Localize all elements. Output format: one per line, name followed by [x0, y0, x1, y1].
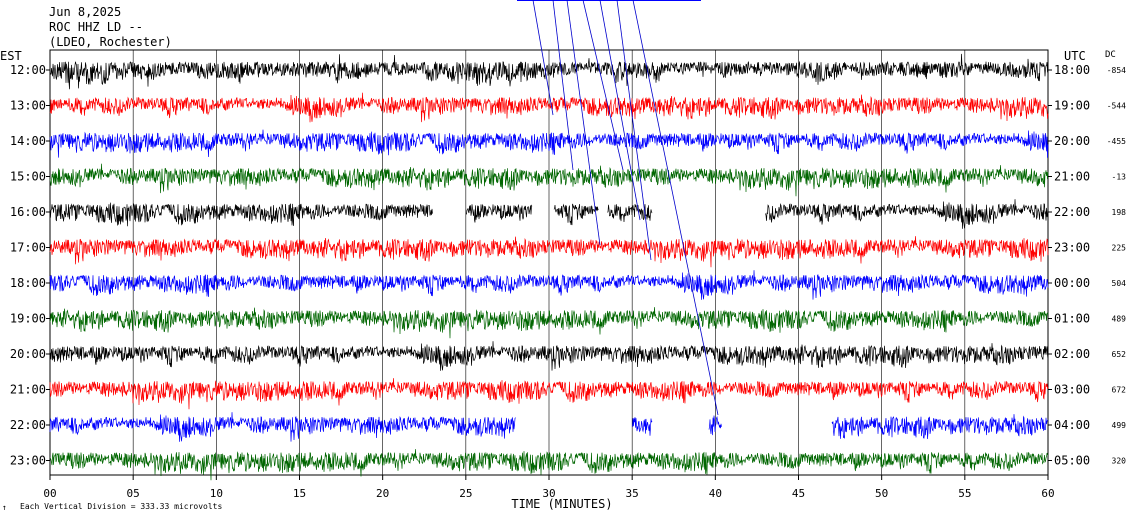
event-overlay-lines — [517, 0, 719, 416]
dc-offset-label: 499 — [1112, 421, 1127, 430]
est-hour-label: 20:00 — [10, 347, 46, 361]
event-arrival-line — [616, 0, 652, 261]
x-tick-label: 35 — [626, 487, 639, 500]
seismic-trace-row — [49, 307, 1049, 339]
utc-hour-label: 05:00 — [1054, 454, 1090, 468]
est-hour-label: 13:00 — [10, 99, 46, 113]
x-tick-label: 20 — [376, 487, 389, 500]
dc-offset-labels: -854 -544 -455 -13 198 225 504 489 652 672 499 320 — [1107, 66, 1126, 466]
est-hour-label: 16:00 — [10, 205, 46, 219]
dc-offset-label: 504 — [1112, 279, 1127, 288]
x-axis-label: TIME (MINUTES) — [511, 497, 612, 511]
x-tick-label: 55 — [958, 487, 971, 500]
event-arrival-line — [532, 0, 554, 116]
footer-glyph: ↑ — [2, 503, 7, 512]
utc-hour-label: 22:00 — [1054, 205, 1090, 219]
est-hour-label: 19:00 — [10, 312, 46, 326]
dc-offset-label: 672 — [1112, 386, 1127, 395]
seismic-trace-row — [49, 341, 1049, 371]
utc-hour-label: 01:00 — [1054, 312, 1090, 326]
est-hour-label: 18:00 — [10, 276, 46, 290]
seismic-trace-row — [49, 270, 1049, 300]
utc-hour-label: 19:00 — [1054, 99, 1090, 113]
dc-label: DC — [1105, 50, 1116, 60]
x-axis-ticks: 00 05 10 15 20 25 30 35 40 45 50 55 60 — [43, 475, 1055, 500]
dc-offset-label: 198 — [1112, 208, 1127, 217]
x-tick-label: 45 — [792, 487, 805, 500]
est-label: EST — [0, 49, 22, 63]
est-hour-label: 17:00 — [10, 241, 46, 255]
seismic-trace-row — [49, 378, 1049, 410]
x-tick-label: 50 — [875, 487, 888, 500]
utc-label: UTC — [1064, 49, 1086, 63]
seismic-trace-row — [49, 129, 1049, 158]
dc-offset-label: 489 — [1112, 315, 1127, 324]
seismic-trace-row — [49, 92, 1049, 123]
est-hour-label: 14:00 — [10, 134, 46, 148]
x-tick-label: 30 — [542, 487, 555, 500]
x-tick-label: 10 — [210, 487, 223, 500]
seismic-trace-row — [49, 449, 1049, 481]
est-hour-label: 15:00 — [10, 170, 46, 184]
event-arrival-line — [552, 0, 574, 171]
dc-offset-label: -13 — [1112, 173, 1127, 182]
header-network: (LDEO, Rochester) — [49, 35, 172, 49]
est-hour-label: 22:00 — [10, 418, 46, 432]
footer-note: Each Vertical Division = 333.33 microvol… — [20, 502, 222, 511]
utc-hour-label: 21:00 — [1054, 170, 1090, 184]
utc-hour-label: 03:00 — [1054, 383, 1090, 397]
seismic-trace-row — [49, 236, 1049, 268]
dc-offset-label: 225 — [1112, 244, 1127, 253]
est-hour-label: 12:00 — [10, 63, 46, 77]
event-arrival-line — [632, 0, 719, 416]
utc-hour-labels: 18:00 19:00 20:00 21:00 22:00 23:00 00:00 01:00… — [1048, 63, 1090, 468]
x-tick-label: 25 — [459, 487, 472, 500]
seismic-trace-row — [49, 412, 1049, 442]
x-tick-label: 05 — [127, 487, 140, 500]
est-hour-label: 23:00 — [10, 454, 46, 468]
dc-offset-label: 320 — [1112, 457, 1127, 466]
utc-hour-label: 02:00 — [1054, 347, 1090, 361]
seismic-trace-row — [49, 53, 1049, 90]
utc-hour-label: 18:00 — [1054, 63, 1090, 77]
dc-offset-label: -544 — [1107, 102, 1126, 111]
x-tick-label: 00 — [43, 487, 56, 500]
est-hour-label: 21:00 — [10, 383, 46, 397]
est-hour-labels: 12:00 13:00 14:00 15:00 16:00 17:00 18:00 19:00… — [10, 63, 50, 468]
seismic-trace-row — [49, 163, 1049, 197]
utc-hour-label: 00:00 — [1054, 276, 1090, 290]
dc-offset-label: 652 — [1112, 350, 1127, 359]
header-station: ROC HHZ LD -- — [49, 20, 143, 34]
utc-hour-label: 20:00 — [1054, 134, 1090, 148]
utc-hour-label: 04:00 — [1054, 418, 1090, 432]
dc-offset-label: -854 — [1107, 66, 1126, 75]
x-tick-label: 60 — [1041, 487, 1054, 500]
utc-hour-label: 23:00 — [1054, 241, 1090, 255]
event-arrival-line — [582, 0, 624, 171]
seismic-traces — [49, 53, 1049, 481]
event-arrival-line — [599, 0, 641, 221]
vertical-gridlines — [132, 50, 966, 475]
seismic-trace-row — [49, 199, 1049, 229]
event-arrival-line — [566, 0, 601, 246]
header-date: Jun 8,2025 — [49, 5, 121, 19]
x-tick-label: 15 — [293, 487, 306, 500]
dc-offset-label: -455 — [1107, 137, 1126, 146]
x-tick-label: 40 — [709, 487, 722, 500]
